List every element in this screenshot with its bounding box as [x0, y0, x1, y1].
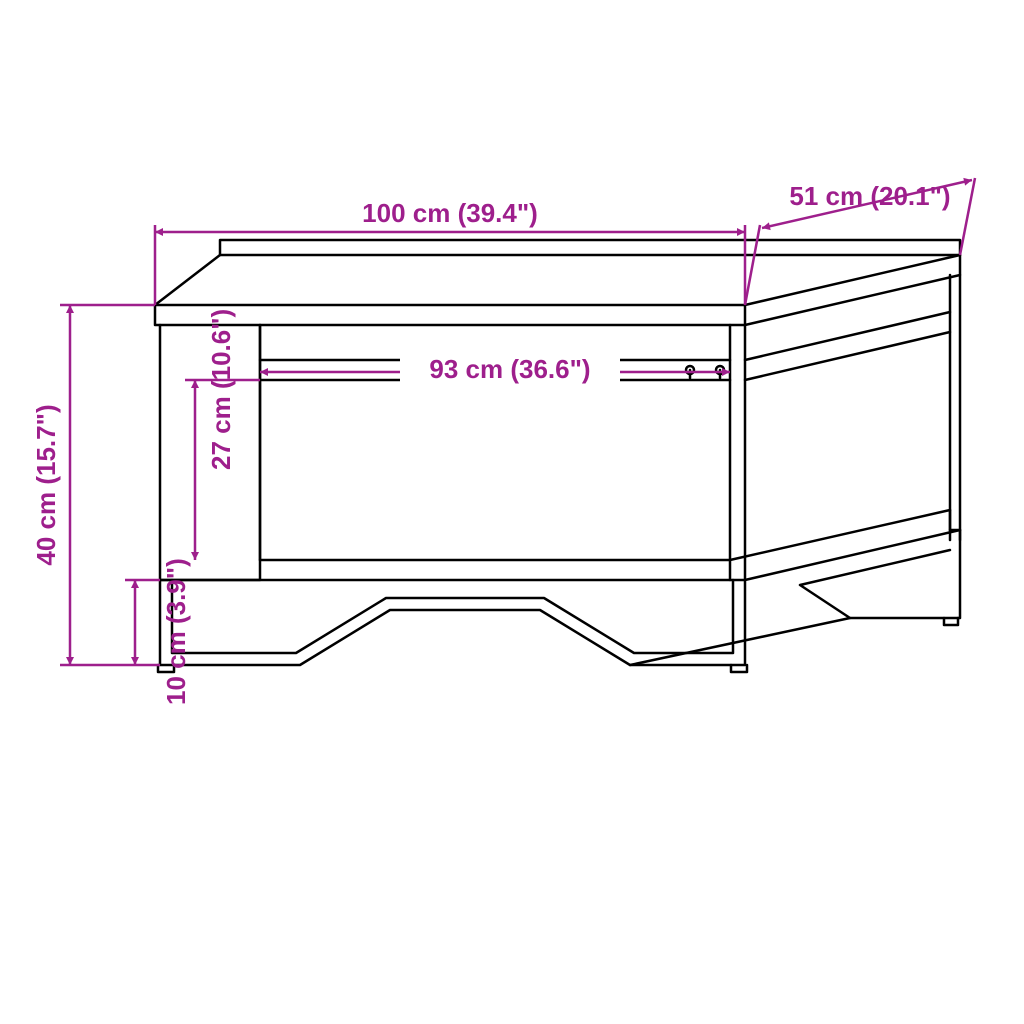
- furniture-outline: [155, 240, 960, 672]
- dimension-lines: [60, 178, 975, 665]
- label-depth: 51 cm (20.1"): [789, 181, 950, 211]
- label-leg-clear: 10 cm (3.9"): [161, 558, 191, 705]
- label-height: 40 cm (15.7"): [31, 404, 61, 565]
- label-width: 100 cm (39.4"): [362, 198, 538, 228]
- label-inner-width: 93 cm (36.6"): [429, 354, 590, 384]
- label-shelf-height: 27 cm (10.6"): [206, 309, 236, 470]
- dimension-diagram: 100 cm (39.4") 51 cm (20.1") 93 cm (36.6…: [0, 0, 1024, 1024]
